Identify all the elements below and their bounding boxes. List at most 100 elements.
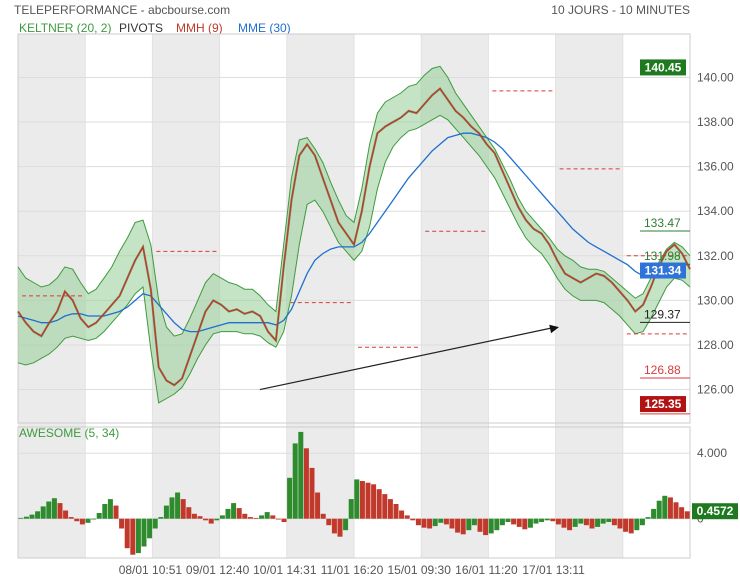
ao-bar <box>432 518 438 527</box>
ao-bar <box>242 513 248 519</box>
ao-bar <box>91 518 97 520</box>
ao-bar <box>158 517 164 519</box>
ao-bar <box>516 518 522 527</box>
ao-bar <box>561 518 567 528</box>
ao-bar <box>63 510 69 519</box>
ao-bar <box>236 508 242 519</box>
ao-bar <box>511 518 517 525</box>
ao-bar <box>343 518 349 531</box>
ao-bar <box>219 515 225 519</box>
chart-period: 10 JOURS - 10 MINUTES <box>551 3 690 17</box>
keltner-lower-line <box>17 114 691 404</box>
price-y-axis: 126.00 128.00 130.00 132.00 134.00 136.00 138.… <box>697 70 734 396</box>
y-tick-label-1: 128.00 <box>697 338 734 352</box>
ao-bar <box>415 518 421 526</box>
ao-bar <box>387 499 393 519</box>
y-tick-label-6: 138.00 <box>697 115 734 129</box>
ao-bar <box>331 518 337 534</box>
ao-bar <box>382 494 388 519</box>
x-tick-label-5: 16/01 11:20 <box>455 563 518 577</box>
ao-bar <box>287 477 293 519</box>
price-label-5: 126.88 <box>644 363 681 377</box>
ao-bar <box>438 518 444 523</box>
y-tick-label-0: 126.00 <box>697 383 734 397</box>
ao-bar <box>376 489 382 519</box>
ao-bar <box>85 518 91 523</box>
ao-bar <box>589 518 595 529</box>
ao-bar <box>119 518 125 529</box>
price-label-2: 131.98 <box>644 249 681 263</box>
ao-bar <box>572 518 578 527</box>
ao-bar <box>326 518 332 526</box>
annotation-arrow-line <box>259 327 552 391</box>
ao-bar <box>617 518 623 529</box>
ao-bar <box>270 515 276 519</box>
ao-bar <box>96 513 102 519</box>
ao-bar <box>639 518 645 526</box>
ao-bar <box>208 518 214 524</box>
ao-bar <box>225 508 231 519</box>
ao-bar <box>404 515 410 519</box>
ao-bar <box>203 518 209 521</box>
price-label-box-0 <box>640 59 686 76</box>
ao-bar <box>337 518 343 537</box>
ao-bar <box>371 484 377 519</box>
x-tick-label-4: 15/01 09:30 <box>387 563 451 577</box>
ao-bar <box>483 518 489 536</box>
ao-bar <box>679 507 685 519</box>
x-axis: 08/01 10:51 09/01 12:40 10/01 14:31 11/01 1… <box>119 563 585 577</box>
ao-bar <box>595 518 601 527</box>
ao-bar <box>354 479 360 519</box>
ao-bar <box>522 518 528 530</box>
ao-bar <box>645 517 651 519</box>
y-tick-label-7: 140.00 <box>697 70 734 84</box>
ao-bar <box>147 518 153 539</box>
ao-bar <box>477 518 483 532</box>
ao-panel-label: AWESOME (5, 34) <box>19 426 119 440</box>
ao-bar <box>399 510 405 519</box>
y-tick-label-4: 134.00 <box>697 204 734 218</box>
ao-bar <box>180 499 186 519</box>
ao-bar <box>471 518 477 526</box>
ao-bar <box>152 518 158 529</box>
ao-bar <box>348 499 354 519</box>
x-tick-label-1: 09/01 12:40 <box>186 563 250 577</box>
ao-bar <box>488 518 494 534</box>
ao-bar <box>163 505 169 519</box>
ao-bar <box>550 518 556 522</box>
ao-bar <box>68 517 74 519</box>
ao-grid <box>18 452 690 520</box>
ao-bar <box>23 516 29 519</box>
ao-bar <box>583 518 589 526</box>
ao-bar <box>18 517 24 519</box>
chart-title: TELEPERFORMANCE - abcbourse.com <box>14 3 230 17</box>
ao-bar <box>79 518 85 525</box>
legend-keltner: KELTNER (20, 2) <box>19 21 111 35</box>
ao-bar <box>292 443 298 519</box>
y-tick-label-3: 132.00 <box>697 249 734 263</box>
keltner-upper-line <box>17 65 691 337</box>
ao-bar <box>466 518 472 531</box>
indicator-legend: KELTNER (20, 2) PIVOTS MMH (9) MME (30) <box>19 21 291 35</box>
ao-bar <box>656 500 662 519</box>
ao-bar <box>365 482 371 519</box>
ao-bar <box>35 511 41 519</box>
ao-bar <box>113 505 119 519</box>
pivot-lines <box>22 90 688 348</box>
ao-bar <box>393 504 399 519</box>
price-label-box-3 <box>640 262 686 279</box>
ao-bar <box>281 518 287 522</box>
ao-bar <box>231 503 237 519</box>
ao-bar <box>499 518 505 526</box>
keltner-band <box>17 65 691 404</box>
ao-bar <box>191 513 197 519</box>
y-tick-label-2: 130.00 <box>697 293 734 307</box>
ao-bar <box>135 518 141 554</box>
price-label-7: 125.35 <box>645 397 682 411</box>
mme-line <box>17 132 690 333</box>
ao-bar <box>410 518 416 521</box>
ao-bar <box>455 518 461 533</box>
ao-bar <box>600 518 606 524</box>
